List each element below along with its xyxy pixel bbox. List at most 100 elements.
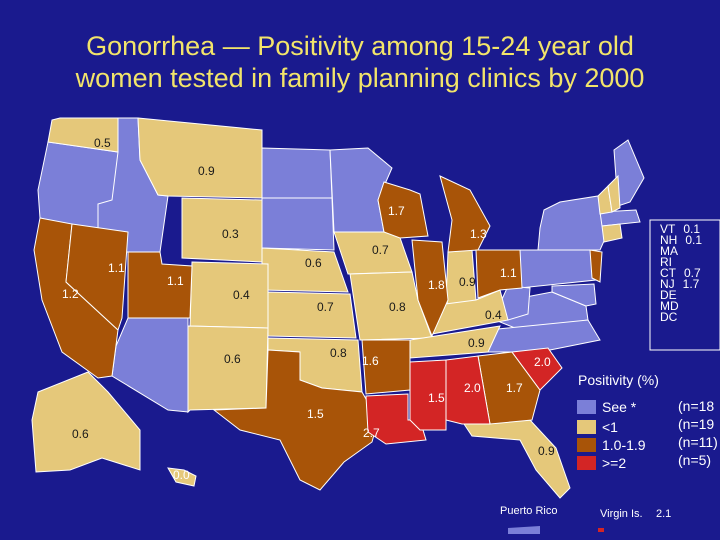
legend-count: (n=18 [678, 398, 715, 414]
label-SC: 2.0 [534, 355, 551, 369]
state-ND [261, 147, 333, 199]
state-MD [551, 283, 597, 307]
label-CA: 1.2 [62, 287, 79, 301]
state-MS [409, 359, 447, 431]
legend-item-see-note: See * [577, 399, 637, 415]
legend-count: (n=5) [678, 452, 712, 468]
ne-state: NJ [660, 277, 675, 291]
label-FL: 0.9 [538, 444, 555, 458]
state-WI [377, 181, 429, 239]
label-MT: 0.9 [198, 164, 215, 178]
state-NE [261, 247, 349, 293]
title-line-1: Gonorrhea — Positivity among 15-24 year … [86, 31, 634, 61]
label-KY: 0.4 [485, 308, 502, 322]
state-NC [485, 319, 601, 353]
state-SC [511, 347, 563, 391]
state-SD [261, 197, 335, 251]
state-PA [519, 249, 597, 289]
legend-title: Positivity (%) [578, 372, 659, 388]
legend-label: >=2 [602, 455, 627, 471]
ne-state: VT [660, 222, 676, 236]
label-HI: 0.0 [173, 468, 190, 482]
label-GA: 1.7 [506, 381, 523, 395]
virgin-islands-shape [598, 528, 604, 532]
label-WI: 1.7 [388, 204, 405, 218]
legend-count: (n=19 [678, 416, 715, 432]
states-ge2 [365, 347, 563, 445]
state-NV [65, 223, 129, 331]
legend-label: 1.0-1.9 [602, 437, 646, 453]
label-MI: 1.3 [470, 227, 487, 241]
legend-label: <1 [602, 419, 618, 435]
state-MT [137, 117, 263, 199]
legend-swatch [577, 456, 596, 470]
state-CO [189, 261, 269, 329]
label-MO: 0.8 [389, 300, 406, 314]
state-AL [445, 355, 491, 425]
state-MA [599, 209, 641, 227]
state-FL [463, 419, 571, 499]
state-UT [127, 251, 193, 319]
label-AR: 1.6 [362, 354, 379, 368]
puerto-rico-label: Puerto Rico [500, 505, 558, 517]
state-OR [37, 141, 119, 233]
ne-callout-box [649, 219, 720, 351]
label-NV: 1.1 [108, 261, 125, 275]
label-IN: 0.9 [459, 275, 476, 289]
virgin-islands-value: 2.1 [656, 508, 672, 520]
state-NH [607, 174, 621, 213]
label-WY: 0.3 [222, 227, 239, 241]
label-MS: 1.5 [428, 391, 445, 405]
ne-value: 0.1 [683, 222, 701, 236]
map-value-labels: 0.5 0.9 0.3 0.6 0.4 0.7 0.6 0.8 1.5 1.1 … [62, 136, 555, 482]
state-CT [601, 223, 623, 243]
state-TX [212, 349, 379, 491]
label-IA: 0.7 [372, 243, 389, 257]
legend-item-lt1: <1 [577, 419, 618, 435]
state-HI [167, 467, 197, 487]
state-NM [187, 325, 269, 414]
state-NJ [589, 249, 603, 283]
label-KS: 0.7 [317, 300, 334, 314]
map-title: Gonorrhea — Positivity among 15-24 year … [0, 30, 720, 94]
ne-value: 0.7 [684, 266, 701, 280]
label-LA: 2.7 [363, 426, 380, 440]
label-UT: 1.1 [167, 274, 184, 288]
label-OH: 1.1 [500, 266, 517, 280]
state-KS [267, 291, 357, 339]
state-IL [411, 239, 449, 338]
legend-item-ge2: >=2 [577, 455, 627, 471]
state-AZ [111, 317, 189, 413]
label-WA: 0.5 [94, 136, 111, 150]
legend-count: (n=11) [678, 434, 718, 450]
ne-state: CT [660, 266, 676, 280]
ne-state: MA [660, 244, 678, 258]
legend-swatch [577, 400, 596, 414]
label-OK: 0.8 [330, 346, 347, 360]
states-lt1 [31, 117, 623, 499]
ne-state: NH [660, 233, 678, 247]
legend-swatch [577, 420, 596, 434]
ne-state-list: VT 0.1 NH 0.1 MA RI CT 0.7 NJ 1.7 DE MD DC [660, 222, 703, 324]
label-IL: 1.8 [428, 278, 445, 292]
ne-value: 1.7 [682, 277, 700, 291]
label-CO: 0.4 [233, 288, 250, 302]
puerto-rico-shape [508, 526, 540, 534]
ne-state: DC [660, 310, 678, 324]
ne-value: 0.1 [685, 233, 703, 247]
state-NY [537, 195, 609, 251]
states-mid [33, 175, 603, 491]
legend-label: See * [602, 399, 637, 415]
label-AK: 0.6 [72, 427, 89, 441]
label-TN: 0.9 [468, 336, 485, 350]
state-AK [31, 371, 141, 473]
virgin-islands-label: Virgin Is. [600, 508, 643, 520]
label-NM: 0.6 [224, 352, 241, 366]
legend-swatch [577, 438, 596, 452]
state-OH [475, 249, 523, 299]
ne-state: DE [660, 288, 677, 302]
states-see-note [37, 117, 645, 413]
state-WA [47, 117, 119, 153]
label-NE: 0.6 [305, 256, 322, 270]
